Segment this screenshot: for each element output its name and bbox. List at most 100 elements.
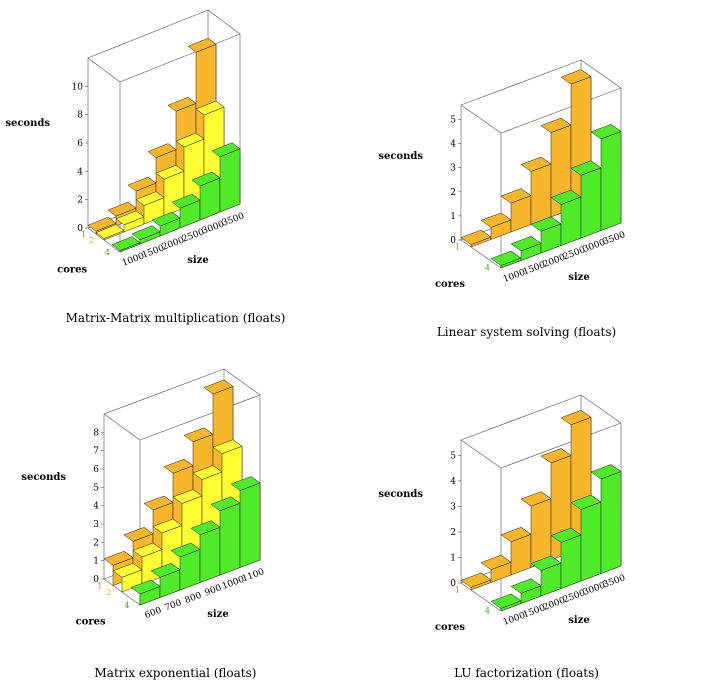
bar-front [219,502,241,576]
bar-top [175,132,205,148]
box-edge [460,59,582,106]
box-edge [460,104,502,134]
z-tick-label: 1 [450,212,456,222]
box-edge [460,394,582,441]
bar-top [590,464,622,480]
cores-tick-label: 1 [455,586,460,595]
bar-series-4-700 [150,562,181,598]
bar-top [480,212,512,228]
bar-series-4-1000 [111,236,141,253]
z-tick-label: 1 [93,557,99,567]
size-tick-label: 900 [204,583,224,598]
chart-title-matmul: Matrix-Matrix multiplication (floats) [65,311,286,325]
z-tick-label: 2 [450,528,456,538]
chart-panel-linsolve: 0 1 2 3 4 5 seconds 1 4 cores 1000 1500 2000 2500 3000… [351,0,702,343]
cores-tick-label: 1 [455,243,460,252]
bar-series-4-2500 [171,193,201,229]
bar-top [163,458,194,474]
cores-tick-label: 1 [97,581,102,590]
box-edge [460,239,502,269]
bar-series-4-3000 [191,171,221,221]
z-tick-label: 5 [450,115,456,125]
bar-top [520,491,552,507]
bar-top [190,520,221,536]
bar-front [530,163,552,225]
size-axis-label: size [568,272,589,283]
bar-front [239,482,261,568]
bar-top [490,593,522,609]
bar-front [199,526,221,583]
z-tick-label: 4 [450,140,456,150]
bar-top [195,100,225,116]
chart-title-linsolve: Linear system solving (floats) [436,325,617,339]
chart-panel-matexp: 0 1 2 3 4 5 6 7 8 seconds 1 2 4 cores 600 700 800 900 1000… [0,343,351,686]
cores-tick-label: 1 [81,230,86,239]
z-tick-label: 6 [77,139,83,149]
bar-top [127,176,157,192]
box-edge [500,87,622,134]
size-tick-label: 800 [184,591,204,606]
bar-series-4-2000 [151,211,181,237]
bar-series-2-1500 [115,210,145,233]
z-tick-label: 3 [93,520,99,530]
z-tick-label: 8 [93,428,99,438]
bar-top [123,527,154,542]
chart-title-matexp: Matrix exponential (floats) [94,666,257,680]
cores-tick-label: 2 [106,588,111,597]
bar-top [203,379,234,395]
bar-front [600,471,622,574]
bar-series-4-3000 [570,494,602,582]
z-tick-label: 0 [450,236,456,246]
z-tick-label: 4 [93,502,99,512]
bar-top [131,225,161,241]
bar-top [460,572,492,588]
bar-top [87,216,117,232]
bar-top [540,117,572,133]
chart-panel-matmul: 0 2 4 6 8 10 seconds 1 2 4 cores 1000 1500 2000 2500 30… [0,0,351,343]
z-tick-label: 10 [72,82,84,92]
z-tick-label: 2 [77,196,83,206]
bar-series-1-1500 [480,554,512,583]
bar-series-4-1500 [510,578,542,604]
z-axis-label: seconds [378,151,423,162]
bar-series-4-2500 [550,527,582,589]
z-tick-label: 5 [450,451,456,461]
bar-top [130,579,161,595]
bar-series-4-900 [190,520,221,583]
z-tick-label: 0 [450,579,456,589]
bar-top [480,554,512,570]
cores-axis-label: cores [435,622,465,633]
cores-axis-label: cores [76,617,106,628]
bar-top [520,156,552,172]
bar-top [171,193,201,209]
bar-series-1-1500 [480,212,512,240]
bar-top [560,69,592,85]
bar-top [550,189,582,205]
bar-top [211,142,241,158]
z-axis-label: seconds [21,472,66,483]
bar-top [170,542,201,558]
bar-top [500,527,532,543]
bar-top [212,439,243,454]
z-tick-label: 8 [77,111,83,121]
bar-top [132,542,163,558]
size-axis-label: size [568,615,589,626]
z-tick-label: 7 [93,447,99,457]
bar-top [143,495,174,511]
bar-top [147,143,177,158]
bar-top [530,216,562,232]
bar-top [112,563,143,578]
bar-series-1-1000 [460,229,492,248]
bar-top [107,201,137,217]
bar-top [192,465,223,480]
bar-top [111,236,141,251]
bar-series-4-1000 [490,250,522,269]
chart-panel-lu: 0 1 2 3 4 5 seconds 1 4 cores 1000 1500 2000 2500 3000… [351,343,702,686]
bar-top [183,427,214,443]
bar-top [152,518,183,534]
bar-series-1-2500 [520,491,552,568]
bar-top [172,489,203,504]
z-tick-label: 2 [93,538,99,548]
box-edge [139,394,261,441]
